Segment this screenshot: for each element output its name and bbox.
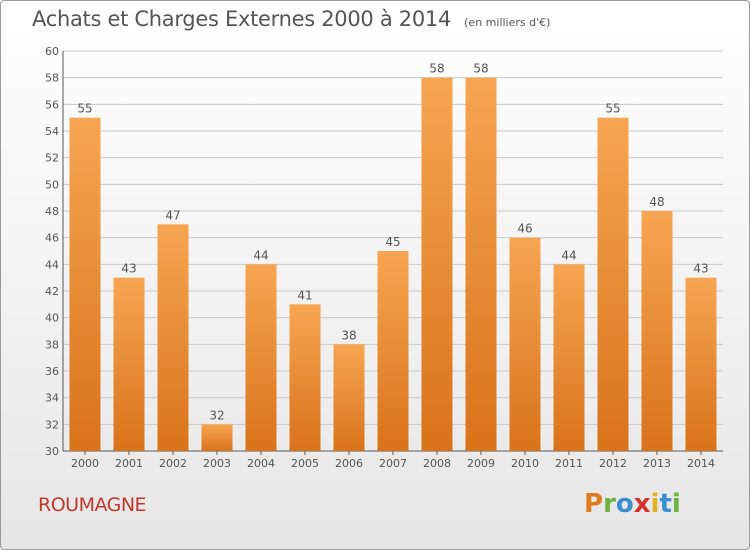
data-label-2004: 44 [253,248,268,262]
y-tick-label: 42 [45,285,59,298]
data-label-2005: 41 [297,288,312,302]
y-tick-label: 46 [45,232,59,245]
chart-unit: (en milliers d'€) [464,16,551,29]
bar-2012 [597,117,629,452]
x-tick-label-2005: 2005 [291,457,319,470]
data-label-2001: 43 [121,262,136,276]
bar-2009 [465,77,497,452]
y-tick-label: 56 [45,98,59,111]
y-tick-label: 60 [45,45,59,58]
bar-2008 [421,77,453,452]
x-tick-label-2002: 2002 [159,457,187,470]
data-label-2002: 47 [165,208,180,222]
x-tick-label-2001: 2001 [115,457,143,470]
y-tick-label: 50 [45,178,59,191]
bar-2014 [685,277,717,451]
bar-2005 [289,304,321,451]
bar-2001 [113,277,145,451]
data-label-2006: 38 [341,328,356,342]
chart-title: Achats et Charges Externes 2000 à 2014 [32,7,452,31]
x-tick-label-2009: 2009 [467,457,495,470]
x-tick-label-2013: 2013 [643,457,671,470]
x-tick-label-2004: 2004 [247,457,275,470]
data-label-2012: 55 [605,102,620,116]
x-tick-label-2008: 2008 [423,457,451,470]
bar-2002 [157,224,189,451]
x-tick-label-2010: 2010 [511,457,539,470]
x-tick-label-2014: 2014 [687,457,715,470]
data-label-2009: 58 [473,62,488,76]
data-label-2013: 48 [649,195,664,209]
x-tick-label-2011: 2011 [555,457,583,470]
bar-2000 [69,117,101,452]
bar-2011 [553,264,585,451]
bar-2003 [201,424,233,451]
x-tick-label-2006: 2006 [335,457,363,470]
x-tick-label-2000: 2000 [71,457,99,470]
data-label-2008: 58 [429,62,444,76]
data-label-2011: 44 [561,248,576,262]
y-tick-label: 52 [45,152,59,165]
x-tick-label-2012: 2012 [599,457,627,470]
bar-2004 [245,264,277,451]
data-label-2010: 46 [517,222,532,236]
proxiti-logo: Proxiti [584,489,681,519]
data-label-2007: 45 [385,235,400,249]
y-tick-label: 54 [45,125,59,138]
bar-2007 [377,251,409,451]
data-label-2000: 55 [77,102,92,116]
x-tick-label-2003: 2003 [203,457,231,470]
y-tick-label: 38 [45,338,59,351]
y-tick-label: 48 [45,205,59,218]
y-tick-label: 58 [45,72,59,85]
place-name: ROUMAGNE [38,494,147,516]
chart-title-block: Achats et Charges Externes 2000 à 2014 (… [32,7,550,31]
x-tick-label-2007: 2007 [379,457,407,470]
bar-2006 [333,344,365,451]
y-tick-label: 34 [45,392,59,405]
y-tick-label: 32 [45,418,59,431]
data-label-2014: 43 [693,262,708,276]
bar-2010 [509,237,541,451]
y-tick-label: 40 [45,312,59,325]
bar-2013 [641,211,673,451]
y-tick-label: 36 [45,365,59,378]
y-tick-label: 30 [45,445,59,458]
data-label-2003: 32 [209,408,224,422]
y-tick-label: 44 [45,258,59,271]
